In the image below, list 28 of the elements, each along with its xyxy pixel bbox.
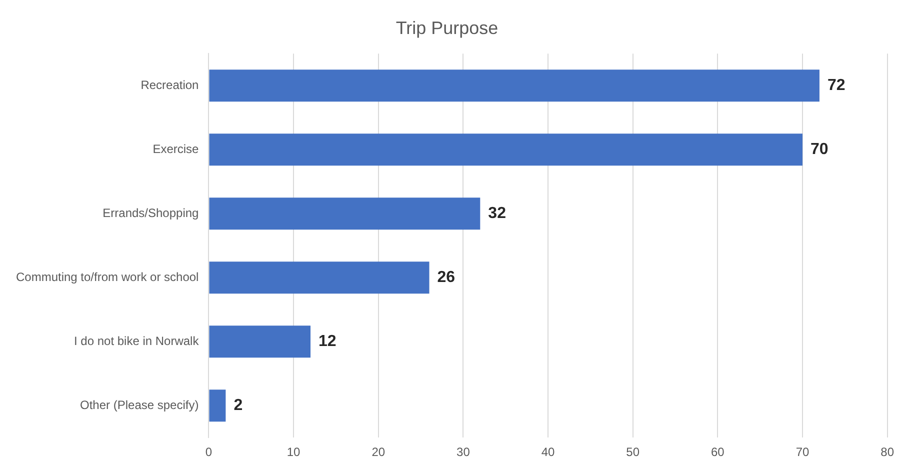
x-tick-label: 0 xyxy=(205,445,212,460)
y-tick-label: Recreation xyxy=(140,78,199,92)
y-tick-label: Errands/Shopping xyxy=(102,206,199,220)
bar xyxy=(209,390,226,422)
data-label: 26 xyxy=(437,269,456,286)
bar xyxy=(209,134,802,166)
data-label: 72 xyxy=(827,77,846,94)
x-tick-label: 20 xyxy=(372,445,386,460)
bar xyxy=(209,326,311,358)
x-tick-label: 60 xyxy=(710,445,725,460)
x-tick-label: 70 xyxy=(796,445,810,460)
chart-title: Trip Purpose xyxy=(396,18,498,38)
data-label: 32 xyxy=(488,205,506,222)
bar xyxy=(209,262,430,294)
data-label: 70 xyxy=(810,141,828,158)
x-tick-label: 40 xyxy=(541,445,556,460)
bar xyxy=(209,198,480,230)
y-tick-label: Exercise xyxy=(152,142,200,156)
x-tick-label: 50 xyxy=(626,445,640,460)
y-tick-label: I do not bike in Norwalk xyxy=(74,334,200,348)
x-tick-label: 10 xyxy=(286,445,301,460)
data-label: 12 xyxy=(318,333,336,350)
bar xyxy=(209,70,820,102)
y-tick-label: Commuting to/from work or school xyxy=(16,270,199,284)
data-label: 2 xyxy=(234,397,243,414)
x-tick-label: 30 xyxy=(456,445,470,460)
y-tick-label: Other (Please specify) xyxy=(80,398,199,412)
x-tick-label: 80 xyxy=(880,445,894,460)
